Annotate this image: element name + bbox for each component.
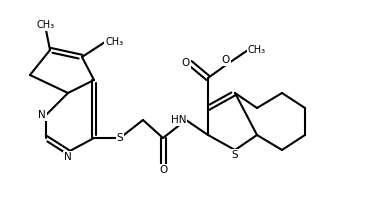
Text: O: O	[159, 165, 167, 175]
Text: S: S	[232, 150, 238, 160]
Text: S: S	[117, 133, 123, 143]
Text: CH₃: CH₃	[248, 45, 266, 55]
Text: O: O	[182, 58, 190, 68]
Text: O: O	[222, 55, 230, 65]
Text: CH₃: CH₃	[105, 37, 123, 47]
Text: N: N	[64, 152, 72, 162]
Text: N: N	[38, 110, 46, 120]
Text: CH₃: CH₃	[37, 20, 55, 30]
Text: HN: HN	[171, 115, 186, 125]
